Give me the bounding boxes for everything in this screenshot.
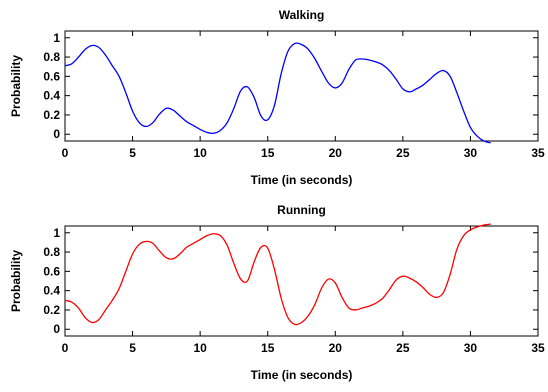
x-tick-label: 30: [464, 341, 478, 355]
y-tick-label: 0: [53, 322, 60, 336]
x-axis-label: Time (in seconds): [251, 368, 353, 382]
series-line: [64, 223, 491, 326]
x-tick-label: 15: [261, 146, 275, 160]
chart-title: Running: [277, 203, 326, 217]
series-line: [64, 42, 491, 144]
y-tick-label: 0.8: [43, 245, 60, 259]
x-tick-label: 15: [261, 341, 275, 355]
y-tick-label: 0.6: [43, 69, 60, 83]
y-tick-label: 0: [53, 127, 60, 141]
x-tick-label: 5: [129, 341, 136, 355]
y-tick-label: 0.2: [43, 108, 60, 122]
y-tick-label: 0.2: [43, 303, 60, 317]
x-tick-label: 25: [396, 146, 410, 160]
plot-frame: [64, 30, 539, 142]
x-tick-label: 20: [329, 341, 343, 355]
x-tick-label: 0: [62, 146, 69, 160]
x-tick-label: 30: [464, 146, 478, 160]
x-tick-label: 0: [62, 341, 69, 355]
x-tick-label: 35: [531, 146, 545, 160]
x-axis-label: Time (in seconds): [251, 173, 353, 187]
y-tick-label: 1: [53, 31, 60, 45]
y-tick-label: 1: [53, 226, 60, 240]
x-tick-label: 35: [531, 341, 545, 355]
x-tick-label: 10: [193, 341, 207, 355]
x-tick-label: 20: [329, 146, 343, 160]
y-tick-label: 0.4: [43, 284, 60, 298]
x-tick-label: 5: [129, 146, 136, 160]
y-tick-label: 0.4: [43, 89, 60, 103]
y-tick-label: 0.8: [43, 50, 60, 64]
y-axis-label: Probability: [9, 55, 23, 117]
y-tick-label: 0.6: [43, 264, 60, 278]
chart-title: Walking: [279, 8, 325, 22]
y-axis-label: Probability: [9, 250, 23, 312]
plot-frame: [64, 225, 539, 337]
x-tick-label: 10: [193, 146, 207, 160]
x-tick-label: 25: [396, 341, 410, 355]
